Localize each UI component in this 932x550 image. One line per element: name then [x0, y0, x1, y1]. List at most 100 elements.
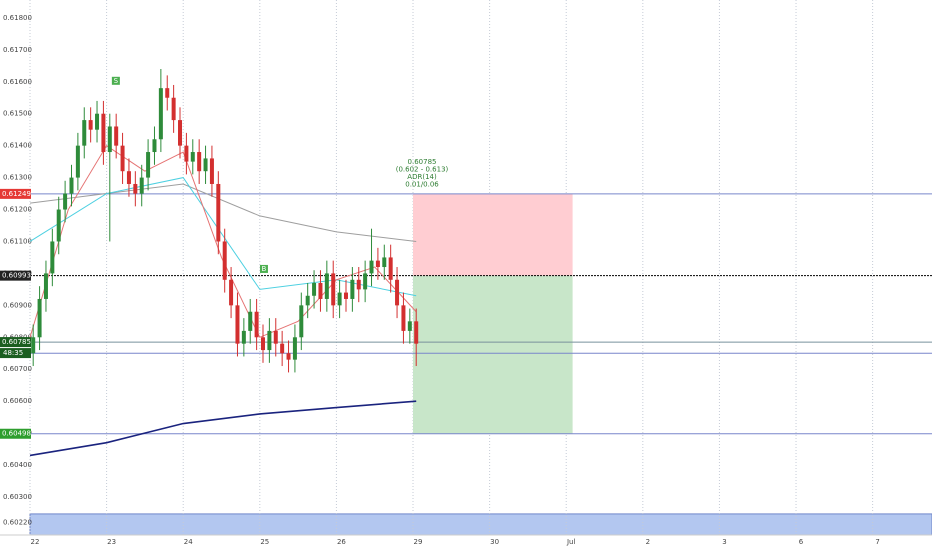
candle-body [152, 139, 157, 153]
candle-body [75, 145, 80, 178]
moving-average [29, 177, 417, 297]
candle-body [407, 321, 412, 331]
moving-average [29, 183, 417, 242]
adr-annotation: 0.60785 [408, 158, 437, 166]
y-tick-label: 0.60400 [3, 461, 32, 469]
candle-body [120, 145, 125, 172]
x-tick-label: 3 [722, 538, 726, 546]
candle-body [229, 279, 234, 306]
signal-marker-label: B [262, 265, 267, 273]
candle-body [375, 260, 380, 268]
candle-body [88, 120, 93, 130]
candle-body [222, 241, 227, 280]
candle-body [50, 241, 55, 274]
x-tick-label: 7 [875, 538, 879, 546]
price-label: 0.61249 [2, 190, 31, 198]
candle-body [101, 113, 106, 153]
candle-body [273, 330, 278, 344]
candle-body [343, 292, 348, 299]
x-tick-label: 29 [414, 538, 423, 546]
candle-body [356, 279, 361, 290]
y-tick-label: 0.61200 [3, 206, 32, 214]
candle-body [114, 126, 119, 146]
candle-body [178, 120, 183, 146]
candle-body [305, 295, 310, 306]
candle-body [203, 158, 208, 172]
price-label: 0.60993 [2, 272, 31, 280]
countdown: 48:35 [3, 349, 23, 357]
candle-body [171, 97, 176, 121]
candle-body [82, 120, 87, 146]
candle-body [261, 337, 266, 351]
candle-body [184, 145, 189, 162]
x-tick-label: 22 [31, 538, 40, 546]
candle-body [369, 260, 374, 274]
candle-body [209, 158, 214, 184]
candle-body [69, 177, 74, 194]
candle-body [337, 292, 342, 306]
candle-body [126, 171, 131, 184]
candle-body [388, 257, 393, 280]
adr-annotation: 0.01/0.06 [405, 181, 439, 189]
candle-body [248, 311, 253, 331]
candle-body [292, 337, 297, 360]
x-tick-label: 2 [646, 538, 650, 546]
candle-body [235, 305, 240, 344]
price-label: 0.60498 [2, 430, 31, 438]
candle-body [43, 273, 48, 299]
candle-body [146, 152, 151, 178]
signal-marker-label: S [114, 77, 119, 85]
y-tick-label: 0.60600 [3, 397, 32, 405]
price-label: 0.60785 [2, 338, 31, 346]
candle-body [395, 279, 400, 306]
price-label-box [0, 337, 31, 348]
candle-body [56, 209, 61, 242]
candle-body [331, 273, 336, 306]
y-tick-label: 0.61700 [3, 46, 32, 54]
y-tick-label: 0.61300 [3, 174, 32, 182]
x-tick-label: 24 [184, 538, 193, 546]
range-band [29, 513, 932, 536]
candle-body [280, 343, 285, 354]
signal-marker [111, 76, 120, 85]
x-tick-label: 26 [337, 538, 346, 546]
candle-body [63, 193, 68, 210]
adr-annotation: (0.602 - 0.613) [396, 166, 449, 174]
candle-body [286, 353, 291, 360]
candle-body [350, 279, 355, 299]
moving-average [29, 144, 417, 338]
candle-body [216, 183, 221, 242]
candle-body [312, 282, 317, 296]
candle-body [107, 126, 112, 153]
candle-body [401, 305, 406, 331]
candle-body [324, 273, 329, 299]
candle-body [139, 177, 144, 194]
candle-body [190, 152, 195, 162]
candle-body [382, 257, 387, 268]
y-tick-label: 0.61500 [3, 110, 32, 118]
x-tick-label: 6 [799, 538, 804, 546]
candle-body [241, 330, 246, 344]
candle-body [197, 152, 202, 172]
moving-average [29, 400, 417, 457]
y-tick-label: 0.60220 [3, 519, 32, 527]
candle-body [363, 273, 368, 290]
y-tick-label: 0.61100 [3, 237, 32, 245]
stop-zone [413, 193, 573, 276]
candle-body [31, 337, 36, 354]
price-label-box [0, 270, 31, 281]
y-tick-label: 0.60900 [3, 301, 32, 309]
candle-body [318, 282, 323, 299]
y-tick-label: 0.61600 [3, 78, 32, 86]
candle-body [165, 88, 170, 98]
candle-body [254, 311, 259, 338]
y-tick-label: 0.60300 [3, 493, 32, 501]
signal-marker [259, 264, 268, 273]
x-tick-label: 23 [107, 538, 116, 546]
candle-body [158, 88, 163, 140]
candle-body [133, 183, 138, 194]
target-zone [413, 275, 573, 434]
x-tick-label: Jul [566, 538, 576, 546]
candle-body [299, 305, 304, 338]
